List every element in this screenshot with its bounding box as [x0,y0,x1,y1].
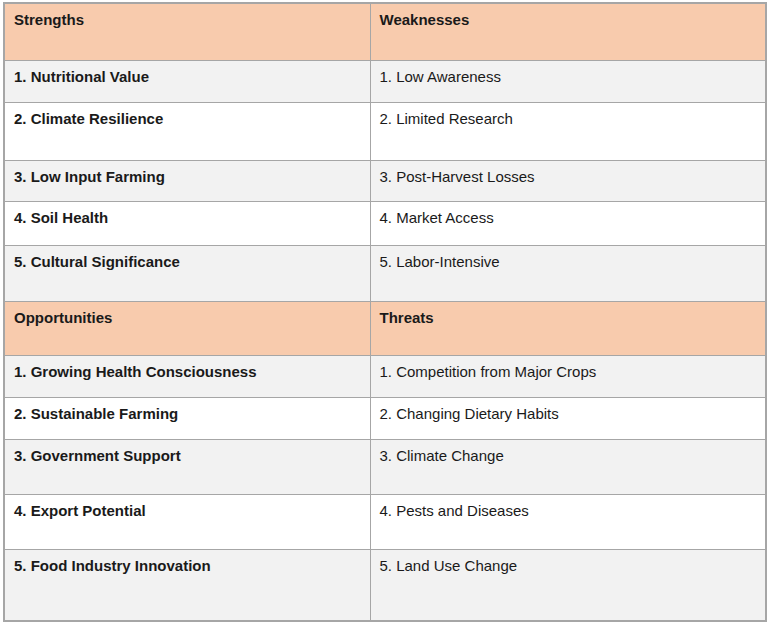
table-row: 4. Soil Health 4. Market Access [4,201,766,245]
table-row: 1. Nutritional Value 1. Low Awareness [4,60,766,102]
threat-item-5: 5. Land Use Change [370,549,766,621]
table-row: 1. Growing Health Consciousness 1. Compe… [4,355,766,397]
threat-item-3: 3. Climate Change [370,439,766,494]
opportunity-item-4: 4. Export Potential [4,494,370,549]
opportunity-item-2: 2. Sustainable Farming [4,397,370,439]
strength-item-3: 3. Low Input Farming [4,160,370,201]
table-row: 3. Government Support 3. Climate Change [4,439,766,494]
table-row: 4. Export Potential 4. Pests and Disease… [4,494,766,549]
opportunities-header-cell: Opportunities [4,301,370,355]
weaknesses-header-cell: Weaknesses [370,3,766,60]
opportunity-item-1: 1. Growing Health Consciousness [4,355,370,397]
swot-analysis-table: Strengths Weaknesses 1. Nutritional Valu… [3,2,767,622]
table-row: 3. Low Input Farming 3. Post-Harvest Los… [4,160,766,201]
threat-item-2: 2. Changing Dietary Habits [370,397,766,439]
header-row-opportunities-threats: Opportunities Threats [4,301,766,355]
strength-item-5: 5. Cultural Significance [4,245,370,301]
table-row: 5. Cultural Significance 5. Labor-Intens… [4,245,766,301]
strength-item-1: 1. Nutritional Value [4,60,370,102]
table-row: 2. Sustainable Farming 2. Changing Dieta… [4,397,766,439]
header-row-strengths-weaknesses: Strengths Weaknesses [4,3,766,60]
table-row: 5. Food Industry Innovation 5. Land Use … [4,549,766,621]
threat-item-1: 1. Competition from Major Crops [370,355,766,397]
weakness-item-4: 4. Market Access [370,201,766,245]
strengths-header-cell: Strengths [4,3,370,60]
threat-item-4: 4. Pests and Diseases [370,494,766,549]
opportunity-item-3: 3. Government Support [4,439,370,494]
weakness-item-3: 3. Post-Harvest Losses [370,160,766,201]
strength-item-4: 4. Soil Health [4,201,370,245]
strength-item-2: 2. Climate Resilience [4,102,370,160]
weakness-item-2: 2. Limited Research [370,102,766,160]
table-row: 2. Climate Resilience 2. Limited Researc… [4,102,766,160]
weakness-item-5: 5. Labor-Intensive [370,245,766,301]
weakness-item-1: 1. Low Awareness [370,60,766,102]
opportunity-item-5: 5. Food Industry Innovation [4,549,370,621]
threats-header-cell: Threats [370,301,766,355]
